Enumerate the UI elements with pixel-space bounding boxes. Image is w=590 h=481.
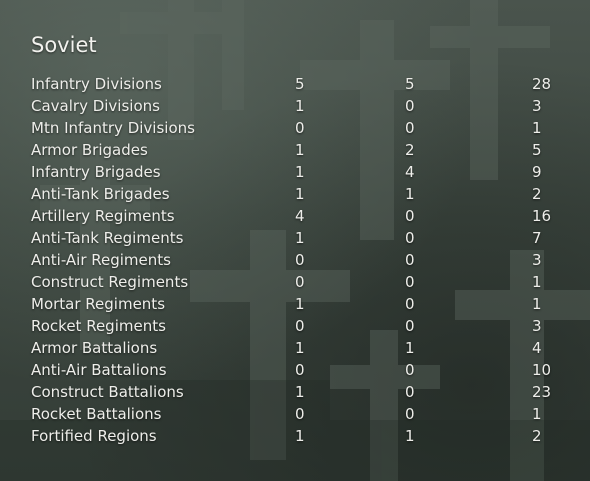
unit-row: Anti-Air Battalions 0 0 10 [0, 359, 590, 381]
count-column-3: 3 [532, 317, 542, 335]
unit-row: Mtn Infantry Divisions 0 0 1 [0, 117, 590, 139]
unit-row: Infantry Brigades 1 4 9 [0, 161, 590, 183]
count-column-2: 0 [405, 207, 415, 225]
unit-type-label: Fortified Regions [31, 427, 157, 445]
count-column-1: 0 [295, 119, 305, 137]
unit-row: Anti-Tank Brigades 1 1 2 [0, 183, 590, 205]
count-column-2: 0 [405, 383, 415, 401]
unit-type-label: Mortar Regiments [31, 295, 166, 313]
count-column-2: 5 [405, 75, 415, 93]
count-column-2: 0 [405, 273, 415, 291]
unit-type-label: Anti-Air Regiments [31, 251, 171, 269]
count-column-3: 1 [532, 405, 542, 423]
unit-row: Anti-Air Regiments 0 0 3 [0, 249, 590, 271]
count-column-2: 1 [405, 339, 415, 357]
unit-row: Anti-Tank Regiments 1 0 7 [0, 227, 590, 249]
count-column-1: 1 [295, 383, 305, 401]
count-column-3: 4 [532, 339, 542, 357]
count-column-1: 1 [295, 97, 305, 115]
unit-type-label: Construct Regiments [31, 273, 189, 291]
count-column-1: 0 [295, 405, 305, 423]
unit-row: Armor Battalions 1 1 4 [0, 337, 590, 359]
count-column-2: 2 [405, 141, 415, 159]
count-column-1: 1 [295, 163, 305, 181]
unit-type-label: Armor Battalions [31, 339, 158, 357]
count-column-2: 1 [405, 185, 415, 203]
unit-row: Construct Regiments 0 0 1 [0, 271, 590, 293]
count-column-3: 1 [532, 295, 542, 313]
unit-row: Artillery Regiments 4 0 16 [0, 205, 590, 227]
count-column-3: 2 [532, 427, 542, 445]
count-column-1: 1 [295, 295, 305, 313]
count-column-3: 3 [532, 251, 542, 269]
count-column-2: 0 [405, 361, 415, 379]
unit-type-label: Armor Brigades [31, 141, 148, 159]
count-column-1: 4 [295, 207, 305, 225]
count-column-3: 1 [532, 119, 542, 137]
unit-row: Infantry Divisions 5 5 28 [0, 73, 590, 95]
count-column-3: 9 [532, 163, 542, 181]
count-column-2: 0 [405, 317, 415, 335]
unit-type-label: Rocket Regiments [31, 317, 166, 335]
count-column-2: 0 [405, 229, 415, 247]
unit-type-label: Anti-Tank Brigades [31, 185, 170, 203]
unit-type-label: Cavalry Divisions [31, 97, 160, 115]
unit-type-label: Infantry Divisions [31, 75, 162, 93]
count-column-1: 0 [295, 317, 305, 335]
count-column-3: 16 [532, 207, 552, 225]
count-column-1: 1 [295, 229, 305, 247]
unit-type-label: Artillery Regiments [31, 207, 175, 225]
unit-row: Armor Brigades 1 2 5 [0, 139, 590, 161]
unit-row: Mortar Regiments 1 0 1 [0, 293, 590, 315]
unit-row: Rocket Battalions 0 0 1 [0, 403, 590, 425]
count-column-2: 0 [405, 251, 415, 269]
count-column-2: 4 [405, 163, 415, 181]
count-column-3: 5 [532, 141, 542, 159]
unit-row: Rocket Regiments 0 0 3 [0, 315, 590, 337]
unit-row: Cavalry Divisions 1 0 3 [0, 95, 590, 117]
unit-type-label: Construct Battalions [31, 383, 184, 401]
count-column-3: 7 [532, 229, 542, 247]
unit-type-label: Anti-Air Battalions [31, 361, 167, 379]
count-column-1: 1 [295, 427, 305, 445]
unit-table: Infantry Divisions 5 5 28 Cavalry Divisions 1… [0, 73, 590, 447]
count-column-1: 1 [295, 339, 305, 357]
count-column-1: 1 [295, 185, 305, 203]
count-column-2: 0 [405, 405, 415, 423]
count-column-3: 23 [532, 383, 552, 401]
count-column-1: 0 [295, 273, 305, 291]
count-column-2: 1 [405, 427, 415, 445]
count-column-2: 0 [405, 295, 415, 313]
unit-row: Fortified Regions 1 1 2 [0, 425, 590, 447]
count-column-2: 0 [405, 97, 415, 115]
count-column-1: 1 [295, 141, 305, 159]
unit-type-label: Infantry Brigades [31, 163, 161, 181]
unit-row: Construct Battalions 1 0 23 [0, 381, 590, 403]
count-column-3: 10 [532, 361, 552, 379]
count-column-1: 0 [295, 361, 305, 379]
count-column-3: 1 [532, 273, 542, 291]
count-column-2: 0 [405, 119, 415, 137]
count-column-3: 3 [532, 97, 542, 115]
unit-type-label: Rocket Battalions [31, 405, 162, 423]
count-column-1: 5 [295, 75, 305, 93]
panel-title: Soviet [31, 33, 97, 57]
count-column-3: 28 [532, 75, 552, 93]
unit-type-label: Anti-Tank Regiments [31, 229, 184, 247]
unit-type-label: Mtn Infantry Divisions [31, 119, 195, 137]
count-column-1: 0 [295, 251, 305, 269]
count-column-3: 2 [532, 185, 542, 203]
